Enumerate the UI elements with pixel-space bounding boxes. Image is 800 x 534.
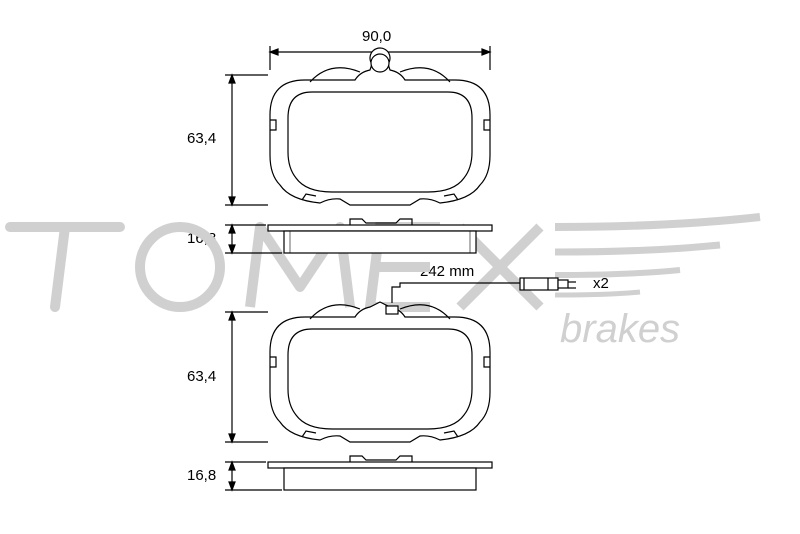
technical-diagram [0,0,800,534]
